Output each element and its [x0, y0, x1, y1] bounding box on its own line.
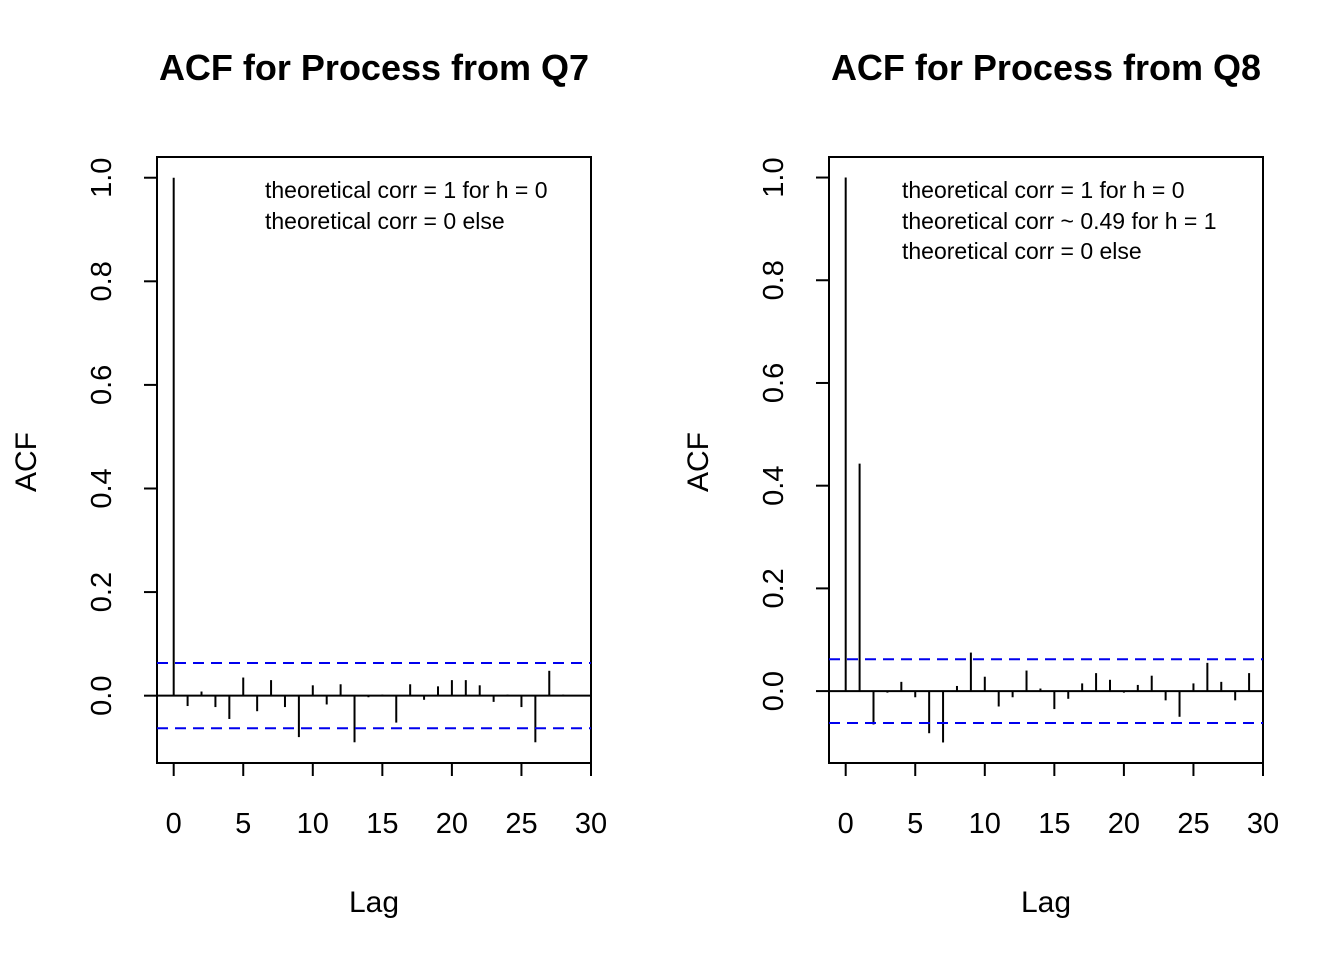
x-tick-label: 25 [505, 808, 537, 840]
confidence-bands [157, 662, 591, 730]
y-tick-label: 1.0 [86, 158, 118, 198]
y-tick-label: 0.8 [758, 260, 790, 300]
x-tick-label: 25 [1177, 808, 1209, 840]
y-tick-label: 0.0 [86, 676, 118, 716]
y-axis-label: ACF [682, 432, 715, 492]
acf-bars [829, 177, 1263, 743]
y-tick-label: 0.6 [86, 365, 118, 405]
y-tick-label: 0.0 [758, 671, 790, 711]
y-tick-label: 0.4 [758, 466, 790, 506]
annotation-line-3: theoretical corr = 0 else [902, 238, 1142, 264]
annotation-line-1: theoretical corr = 1 for h = 0 [902, 177, 1185, 203]
confidence-bands [829, 658, 1263, 724]
acf-bars [157, 177, 591, 743]
acf-panel-q7: ACF for Process from Q7 0.0 0.2 0.4 0.6 0.8 1… [10, 47, 607, 919]
x-tick-label: 0 [166, 808, 182, 840]
y-tick-label: 0.2 [86, 572, 118, 612]
y-tick-label: 0.8 [86, 261, 118, 301]
annotation-line-2: theoretical corr = 0 else [265, 208, 505, 234]
x-axis-label: Lag [349, 886, 399, 919]
x-tick-label: 5 [235, 808, 251, 840]
x-tick-label: 15 [366, 808, 398, 840]
x-tick-label: 5 [907, 808, 923, 840]
y-tick-label: 1.0 [758, 157, 790, 197]
x-tick-label: 10 [969, 808, 1001, 840]
y-tick-label: 0.2 [758, 568, 790, 608]
y-axis: 0.0 0.2 0.4 0.6 0.8 1.0 [86, 158, 158, 716]
annotation-line-1: theoretical corr = 1 for h = 0 [265, 177, 548, 203]
plot-frame [156, 156, 592, 764]
y-tick-label: 0.4 [86, 468, 118, 508]
x-tick-label: 20 [1108, 808, 1140, 840]
x-axis-label: Lag [1021, 886, 1071, 919]
x-tick-label: 30 [1247, 808, 1279, 840]
x-tick-label: 10 [297, 808, 329, 840]
y-tick-label: 0.6 [758, 363, 790, 403]
acf-panel-q8: ACF for Process from Q8 0.0 0.2 0.4 0.6 0.8 1… [682, 47, 1279, 919]
annotation-line-2: theoretical corr ~ 0.49 for h = 1 [902, 208, 1217, 234]
x-axis: 0 5 10 15 20 25 30 [838, 762, 1279, 840]
x-tick-label: 20 [436, 808, 468, 840]
x-tick-label: 0 [838, 808, 854, 840]
x-axis: 0 5 10 15 20 25 30 [166, 762, 607, 840]
chart-title: ACF for Process from Q7 [159, 47, 589, 88]
x-tick-label: 15 [1038, 808, 1070, 840]
y-axis: 0.0 0.2 0.4 0.6 0.8 1.0 [758, 157, 830, 711]
chart-title: ACF for Process from Q8 [831, 47, 1261, 88]
x-tick-label: 30 [575, 808, 607, 840]
y-axis-label: ACF [10, 432, 43, 492]
